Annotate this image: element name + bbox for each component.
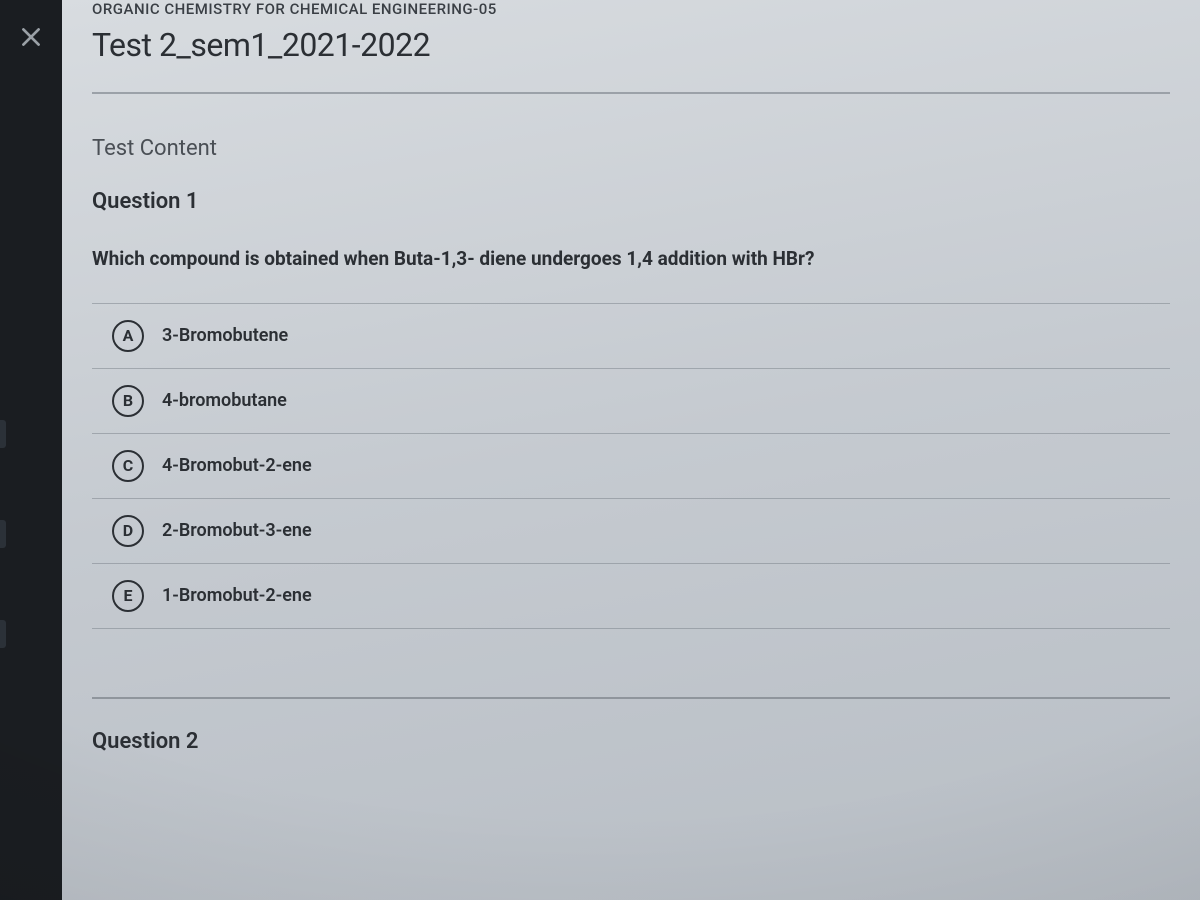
header-divider xyxy=(92,92,1170,94)
left-rail xyxy=(0,0,62,900)
question-1-options: A 3-Bromobutene B 4-bromobutane C 4-Brom… xyxy=(92,303,1170,629)
option-letter-badge: E xyxy=(112,580,144,612)
option-letter-badge: D xyxy=(112,515,144,547)
page-content: ORGANIC CHEMISTRY FOR CHEMICAL ENGINEERI… xyxy=(62,0,1200,754)
option-text: 2-Bromobut-3-ene xyxy=(162,520,312,541)
option-d[interactable]: D 2-Bromobut-3-ene xyxy=(92,498,1170,563)
close-button[interactable] xyxy=(12,18,50,56)
rail-indicator xyxy=(0,620,6,648)
option-c[interactable]: C 4-Bromobut-2-ene xyxy=(92,433,1170,498)
option-text: 4-Bromobut-2-ene xyxy=(162,455,312,476)
option-b[interactable]: B 4-bromobutane xyxy=(92,368,1170,433)
question-divider xyxy=(92,697,1170,699)
option-letter-badge: C xyxy=(112,450,144,482)
breadcrumb: ORGANIC CHEMISTRY FOR CHEMICAL ENGINEERI… xyxy=(92,0,1170,18)
rail-indicator xyxy=(0,520,6,548)
page-title: Test 2_sem1_2021-2022 xyxy=(92,26,1170,64)
option-letter-badge: B xyxy=(112,385,144,417)
option-letter-badge: A xyxy=(112,320,144,352)
option-text: 4-bromobutane xyxy=(162,390,287,411)
question-1-text: Which compound is obtained when Buta-1,3… xyxy=(92,246,1170,273)
close-icon xyxy=(18,24,44,50)
question-1-label: Question 1 xyxy=(92,189,1170,214)
question-2-label: Question 2 xyxy=(92,729,1170,754)
option-a[interactable]: A 3-Bromobutene xyxy=(92,303,1170,368)
option-text: 1-Bromobut-2-ene xyxy=(162,585,312,606)
option-text: 3-Bromobutene xyxy=(162,325,288,346)
section-label: Test Content xyxy=(92,136,1170,161)
rail-indicator xyxy=(0,420,6,448)
option-e[interactable]: E 1-Bromobut-2-ene xyxy=(92,563,1170,629)
